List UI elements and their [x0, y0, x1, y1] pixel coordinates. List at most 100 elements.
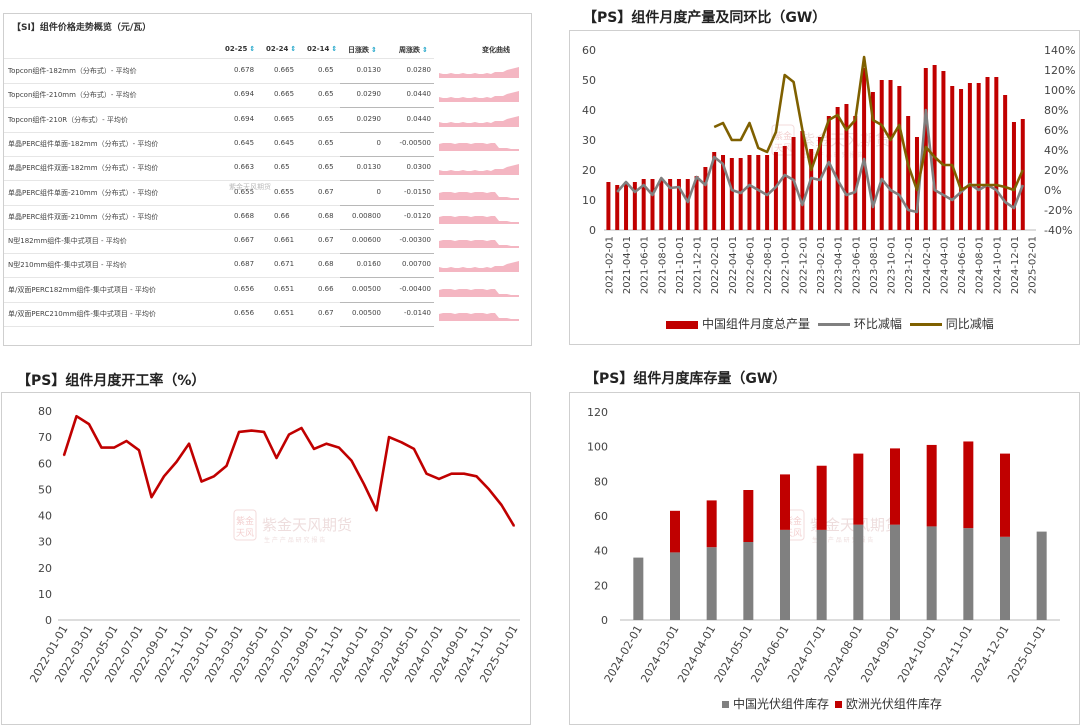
y-tick-label: 30	[38, 536, 52, 549]
weekly-change: -0.0140	[403, 309, 431, 317]
table-row[interactable]: Topcon组件-182mm（分布式）- 平均价 0.678 0.665 0.65 0.…	[4, 59, 531, 83]
utilization-point	[388, 436, 390, 438]
right-tick-label: 140%	[1044, 44, 1075, 57]
row-divider	[4, 155, 434, 157]
daily-change: 0.00500	[352, 309, 381, 317]
utilization-point	[475, 475, 478, 478]
table-row[interactable]: Topcon组件-210mm（分布式）- 平均价 0.694 0.665 0.65 0.…	[4, 83, 531, 107]
europe-inventory-bar	[890, 448, 900, 525]
x-tick-label: 2024-04-01	[939, 236, 950, 294]
china-inventory-bar	[963, 528, 974, 620]
legend-yoy-swatch	[909, 323, 942, 326]
y-tick-label: 80	[38, 405, 52, 418]
watermark-subtext: 生 产 产 品 研 究 报 告	[802, 151, 863, 159]
y-tick-label: 50	[38, 483, 52, 496]
x-tick-label: 2024-10-01	[992, 236, 1003, 294]
row-divider	[4, 253, 434, 255]
china-inventory-bar	[670, 552, 680, 620]
watermark-seal-text-1: 紫金	[236, 515, 254, 527]
output-bar	[1011, 122, 1016, 230]
china-inventory-bar	[890, 524, 900, 620]
trend-area	[439, 91, 519, 103]
utilization-point	[225, 465, 228, 467]
trend-area	[439, 313, 519, 321]
x-tick-label: 2024-08-01	[975, 236, 986, 294]
table-row[interactable]: N型182mm组件-集中式项目 - 平均价 0.667 0.661 0.67 0.006…	[4, 229, 531, 253]
left-tick-label: 0	[589, 224, 596, 237]
china-inventory-bar	[853, 524, 864, 620]
change-divider	[340, 228, 434, 230]
europe-inventory-bar	[816, 465, 827, 530]
table-row[interactable]: 单晶PERC组件双面-210mm（分布式）- 平均价 0.668 0.66 0.68 0…	[4, 205, 531, 229]
trend-sparkline	[439, 288, 519, 297]
production-legend: 中国组件月度总产量 环比减幅 同比减幅	[666, 315, 994, 332]
legend-yoy-label: 同比减幅	[945, 317, 994, 331]
row-name: 单/双面PERC210mm组件-集中式项目 - 平均价	[8, 310, 156, 318]
y-tick-label: 100	[587, 441, 608, 454]
table-row[interactable]: 单晶PERC组件单面-210mm（分布式）- 平均价 0.655 0.655 0.67…	[4, 181, 531, 205]
china-inventory-bar	[816, 529, 827, 620]
x-tick-label: 2024-04-01	[675, 623, 718, 685]
europe-inventory-bar	[926, 444, 937, 527]
price-d1: 0.694	[234, 114, 255, 123]
table-row[interactable]: 单/双面PERC182mm组件-集中式项目 - 平均价 0.656 0.651 0.6…	[4, 278, 531, 302]
utilization-chart-title: 【PS】组件月度开工率（%）	[17, 373, 206, 389]
inventory-chart-title: 【PS】组件月度库存量（GW）	[585, 371, 787, 387]
output-bar	[994, 77, 999, 230]
china-inventory-bar	[780, 529, 790, 620]
trend-area	[439, 215, 519, 224]
output-bar	[712, 152, 717, 230]
price-d1: 0.663	[234, 163, 255, 172]
utilization-point	[250, 429, 253, 432]
daily-change: 0.00800	[352, 211, 381, 220]
yoy-change-line	[713, 55, 1024, 192]
trend-sparkline	[439, 164, 519, 176]
price-d3: 0.65	[318, 90, 334, 99]
header-weekly-change[interactable]: 周涨跌 ⇕	[399, 46, 428, 54]
weekly-change: -0.00500	[399, 138, 431, 147]
table-row[interactable]: 单晶PERC组件双面-182mm（分布式）- 平均价 0.663 0.65 0.65 0…	[4, 156, 531, 180]
output-bar	[721, 155, 726, 230]
table-row[interactable]: N型210mm组件-集中式项目 - 平均价 0.687 0.671 0.68 0.016…	[4, 253, 531, 277]
china-inventory-bar	[633, 557, 644, 620]
price-d3: 0.68	[318, 211, 334, 220]
row-name: 单晶PERC组件双面-210mm（分布式）- 平均价	[8, 212, 159, 221]
price-d2: 0.655	[274, 187, 295, 196]
x-tick-label: 2024-11-01	[932, 623, 975, 685]
utilization-point	[488, 488, 490, 491]
output-bar	[659, 179, 664, 230]
y-tick-label: 80	[594, 475, 608, 488]
output-bar	[729, 158, 734, 230]
header-daily-change[interactable]: 日涨跌 ⇕	[348, 46, 377, 54]
x-tick-label: 2025-01-01	[1005, 623, 1048, 685]
change-divider	[340, 253, 434, 255]
daily-change: 0.0290	[356, 90, 382, 99]
legend-europe-swatch	[834, 701, 842, 708]
legend-china-swatch	[722, 701, 729, 708]
y-tick-label: 60	[594, 510, 608, 523]
header-0225[interactable]: 02-25 ⇕	[225, 45, 256, 53]
price-d3: 0.65	[318, 163, 334, 172]
europe-inventory-bar	[780, 474, 790, 530]
header-0214[interactable]: 02-14 ⇕	[307, 45, 338, 53]
right-tick-label: 120%	[1044, 64, 1075, 77]
header-0224[interactable]: 02-24 ⇕	[266, 45, 297, 53]
x-tick-label: 2021-08-01	[657, 236, 668, 294]
price-d2: 0.651	[274, 309, 295, 317]
change-divider	[340, 131, 434, 133]
row-name: Topcon组件-210mm（分布式）- 平均价	[8, 91, 137, 100]
utilization-point	[138, 449, 140, 451]
price-d3: 0.68	[318, 260, 334, 269]
x-tick-label: 2021-02-01	[604, 236, 615, 294]
price-d1: 0.668	[234, 211, 255, 220]
table-row[interactable]: 单/双面PERC210mm组件-集中式项目 - 平均价 0.656 0.651 0.6…	[4, 302, 531, 326]
table-row[interactable]: Topcon组件-210R（分布式）- 平均价 0.694 0.665 0.65 0.0…	[4, 108, 531, 132]
output-bar	[615, 185, 620, 230]
x-tick-label: 2024-12-01	[1010, 236, 1021, 294]
watermark-seal-text-2: 天风	[236, 528, 254, 539]
production-chart-title: 【PS】组件月度产量及同环比（GW）	[583, 10, 827, 26]
table-row[interactable]: 单晶PERC组件单面-182mm（分布式）- 平均价 0.645 0.645 0.65…	[4, 132, 531, 156]
